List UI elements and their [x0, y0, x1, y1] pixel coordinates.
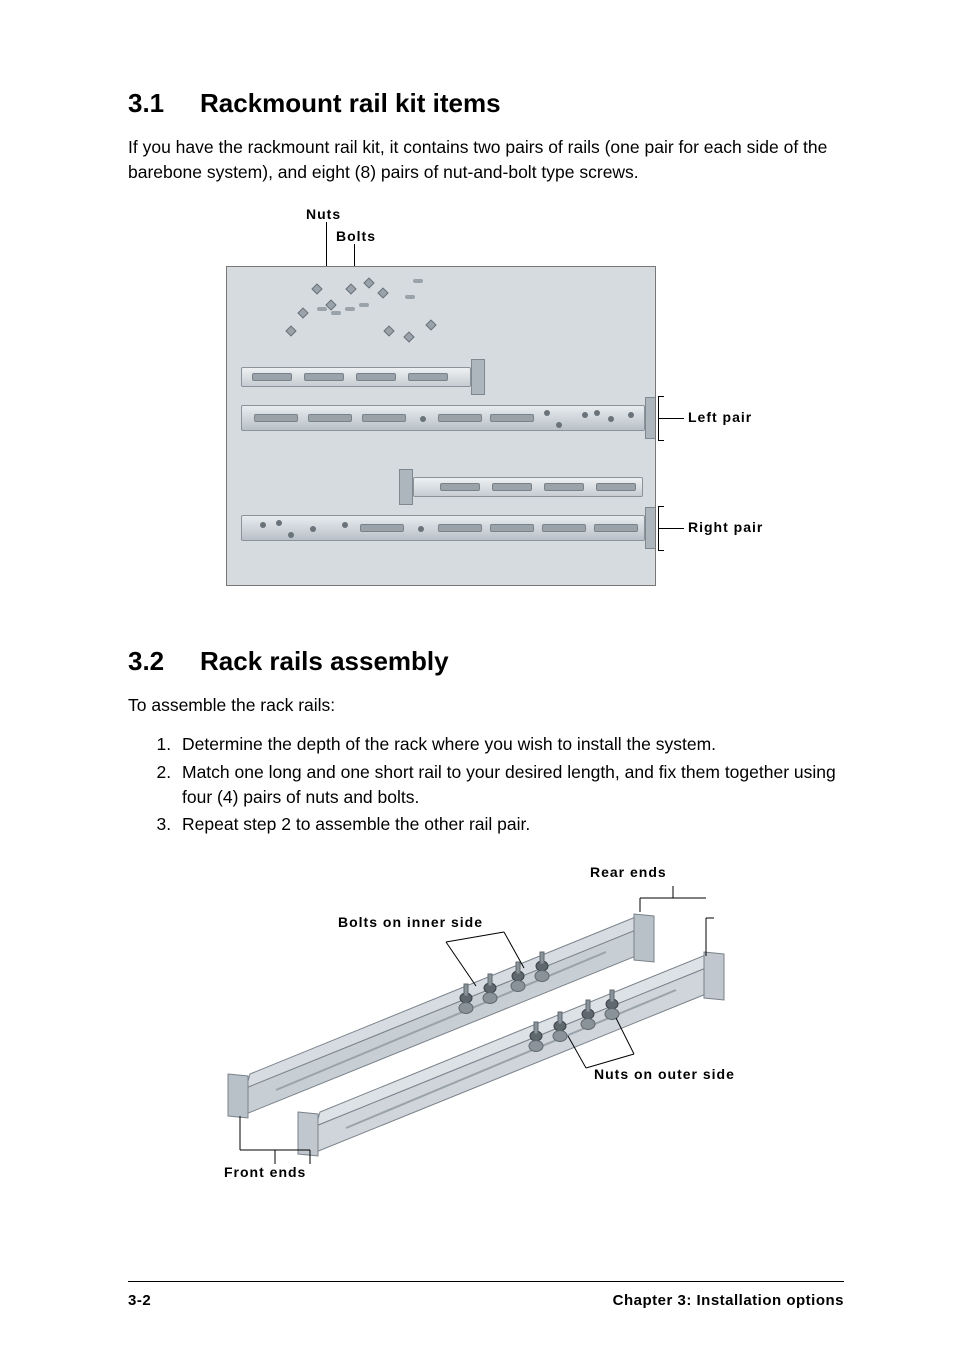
bolt-icon: [413, 279, 423, 283]
section-number: 3.2: [128, 646, 200, 677]
label-right-pair: Right pair: [688, 519, 763, 535]
nut-icon: [383, 325, 394, 336]
nut-icon: [363, 277, 374, 288]
rail-left-long: [241, 405, 645, 431]
bracket-leader-left: [658, 418, 684, 419]
bracket-icon: [399, 469, 413, 505]
section-heading-3-1: 3.1Rackmount rail kit items: [128, 88, 844, 119]
rail-left-short: [241, 367, 471, 387]
figure-1-container: Nuts Bolts: [128, 206, 844, 586]
nut-icon: [285, 325, 296, 336]
section-heading-3-2: 3.2Rack rails assembly: [128, 646, 844, 677]
bracket-line-right-top: [658, 506, 664, 507]
figure-1: Nuts Bolts: [176, 206, 796, 586]
rails-assembly-svg: [166, 868, 806, 1178]
label-front-ends: Front ends: [224, 1164, 306, 1180]
step-item: Repeat step 2 to assemble the other rail…: [176, 812, 844, 837]
nut-icon: [403, 331, 414, 342]
label-bolts: Bolts: [336, 228, 376, 244]
bolt-icon: [345, 307, 355, 311]
rail-right-long: [241, 515, 645, 541]
section-title: Rack rails assembly: [200, 646, 449, 676]
nut-icon: [297, 307, 308, 318]
step-item: Determine the depth of the rack where yo…: [176, 732, 844, 757]
bolt-icon: [317, 307, 327, 311]
bolt-icon: [359, 303, 369, 307]
bracket-leader-right: [658, 528, 684, 529]
section-1-paragraph: If you have the rackmount rail kit, it c…: [128, 135, 844, 186]
nut-icon: [377, 287, 388, 298]
bracket-icon: [471, 359, 485, 395]
nut-icon: [345, 283, 356, 294]
label-nuts: Nuts: [306, 206, 341, 222]
bracket-line-left-bot: [658, 440, 664, 441]
photo-box: [226, 266, 656, 586]
step-item: Match one long and one short rail to you…: [176, 760, 844, 811]
page-footer: 3-2 Chapter 3: Installation options: [128, 1281, 844, 1309]
label-left-pair: Left pair: [688, 409, 752, 425]
label-nuts-outer: Nuts on outer side: [594, 1066, 735, 1082]
bracket-icon: [645, 507, 656, 549]
rail-right-short: [413, 477, 643, 497]
label-bolts-inner: Bolts on inner side: [338, 914, 483, 930]
bolt-icon: [331, 311, 341, 315]
section-2-intro: To assemble the rack rails:: [128, 693, 844, 718]
nut-icon: [325, 299, 336, 310]
figure-2-container: Rear ends Bolts on inner side Nuts on ou…: [128, 868, 844, 1178]
chapter-title: Chapter 3: Installation options: [613, 1292, 844, 1309]
bracket-icon: [645, 397, 656, 439]
nut-icon: [311, 283, 322, 294]
bracket-line-right-bot: [658, 550, 664, 551]
section-number: 3.1: [128, 88, 200, 119]
label-rear-ends: Rear ends: [590, 864, 667, 880]
bracket-line-left-top: [658, 396, 664, 397]
assembly-steps: Determine the depth of the rack where yo…: [128, 732, 844, 838]
nut-icon: [425, 319, 436, 330]
figure-2: Rear ends Bolts on inner side Nuts on ou…: [166, 868, 806, 1178]
bolt-icon: [405, 295, 415, 299]
page-number: 3-2: [128, 1292, 151, 1309]
section-title: Rackmount rail kit items: [200, 88, 501, 118]
